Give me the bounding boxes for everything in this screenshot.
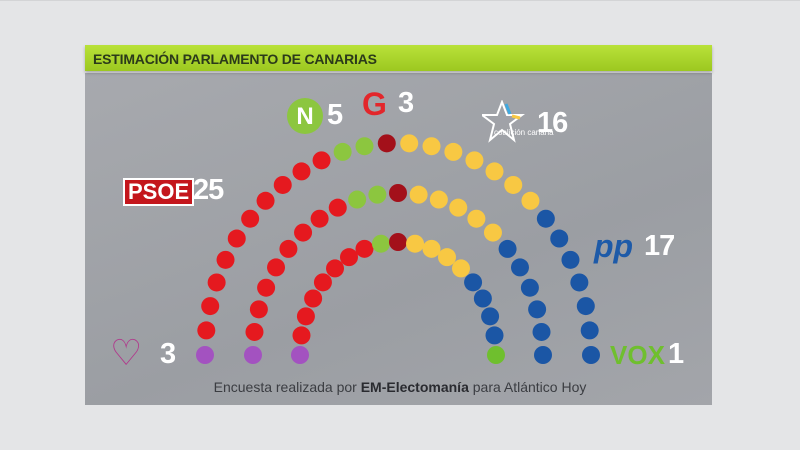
seat-psoe xyxy=(326,259,345,278)
pp-logo: pp xyxy=(594,228,634,264)
seat-nc xyxy=(368,185,387,204)
seat-psoe xyxy=(340,248,358,267)
seat-psoe xyxy=(355,239,374,258)
podemos-seats: 3 xyxy=(160,338,176,370)
seat-psoe xyxy=(241,209,260,228)
seat-pp xyxy=(510,258,529,277)
seat-nc xyxy=(333,142,352,161)
seat-pp xyxy=(580,321,599,340)
seat-cc xyxy=(444,142,463,161)
cc-logo: coalición canaria xyxy=(494,128,554,137)
seat-pp xyxy=(561,250,580,269)
seat-psoe xyxy=(328,198,347,217)
title-bar: ESTIMACIÓN PARLAMENTO DE CANARIAS xyxy=(85,45,712,71)
asg-logo: G xyxy=(362,86,387,122)
seat-asg xyxy=(389,184,407,202)
seat-psoe xyxy=(304,289,323,308)
seat-psoe xyxy=(310,209,329,228)
seat-cc xyxy=(483,223,502,242)
seat-psoe xyxy=(245,322,264,341)
seat-psoe xyxy=(296,307,315,326)
seat-psoe xyxy=(197,321,216,340)
seat-pp xyxy=(576,297,595,316)
seat-podemos xyxy=(291,346,309,364)
seat-pp xyxy=(582,346,600,364)
seat-pp xyxy=(532,322,551,341)
chart-title: ESTIMACIÓN PARLAMENTO DE CANARIAS xyxy=(93,51,377,67)
source-pollster: EM-Electomanía xyxy=(360,379,469,395)
seat-psoe xyxy=(249,300,268,319)
seat-asg xyxy=(377,134,396,153)
seat-cc xyxy=(451,259,470,278)
source-prefix: Encuesta realizada por xyxy=(213,379,361,395)
seat-cc xyxy=(422,137,441,156)
seat-cc xyxy=(438,248,456,267)
seat-nc xyxy=(371,234,390,253)
seat-cc xyxy=(449,198,468,217)
seat-psoe xyxy=(279,239,298,258)
seat-asg xyxy=(389,233,407,251)
vox-logo: VOX xyxy=(610,340,665,370)
seat-cc xyxy=(400,134,419,153)
vox-seats: 1 xyxy=(668,338,684,370)
seat-psoe xyxy=(292,162,311,181)
seat-psoe xyxy=(207,273,226,292)
seat-pp xyxy=(498,239,517,258)
seat-psoe xyxy=(313,273,332,292)
seat-psoe xyxy=(201,297,220,316)
podemos-heart-logo-icon: ♡ xyxy=(110,332,143,373)
asg-seats: 3 xyxy=(398,87,414,119)
seat-nc xyxy=(348,190,367,209)
seat-cc xyxy=(429,190,448,209)
seat-cc xyxy=(406,234,425,253)
seat-cc xyxy=(422,239,441,258)
seat-psoe xyxy=(227,229,246,248)
seat-psoe xyxy=(257,278,276,297)
seat-podemos xyxy=(244,346,262,364)
seat-podemos xyxy=(196,346,214,364)
seat-cc xyxy=(504,175,523,194)
seat-psoe xyxy=(292,326,311,345)
seat-cc xyxy=(409,185,428,204)
cc-seats: 16 xyxy=(537,107,568,139)
seat-pp xyxy=(550,229,569,248)
seat-pp xyxy=(536,209,555,228)
seat-pp xyxy=(464,273,483,292)
seat-psoe xyxy=(267,258,286,277)
seat-pp xyxy=(520,278,539,297)
cc-star-icon xyxy=(482,100,525,143)
nc-logo: N xyxy=(287,98,323,134)
psoe-logo: PSOE xyxy=(123,178,195,206)
seat-pp xyxy=(534,346,552,364)
seat-nc xyxy=(355,137,374,156)
seat-vox xyxy=(487,346,505,364)
seat-pp xyxy=(528,300,547,319)
seat-cc xyxy=(521,191,540,210)
seat-cc xyxy=(465,151,484,170)
nc-seats: 5 xyxy=(327,99,343,131)
psoe-seats: 25 xyxy=(193,174,224,206)
source-note: Encuesta realizada por EM-Electomanía pa… xyxy=(0,379,800,395)
seat-pp xyxy=(481,307,500,326)
seat-psoe xyxy=(273,175,292,194)
seat-psoe xyxy=(256,191,275,210)
source-suffix: para Atlántico Hoy xyxy=(468,379,587,395)
seat-pp xyxy=(485,326,504,345)
seat-cc xyxy=(467,209,486,228)
seat-cc xyxy=(485,162,504,181)
seat-psoe xyxy=(294,223,313,242)
seat-pp xyxy=(570,273,589,292)
seat-psoe xyxy=(216,250,235,269)
pp-seats: 17 xyxy=(644,230,675,262)
seat-psoe xyxy=(312,151,331,170)
seat-pp xyxy=(473,289,492,308)
